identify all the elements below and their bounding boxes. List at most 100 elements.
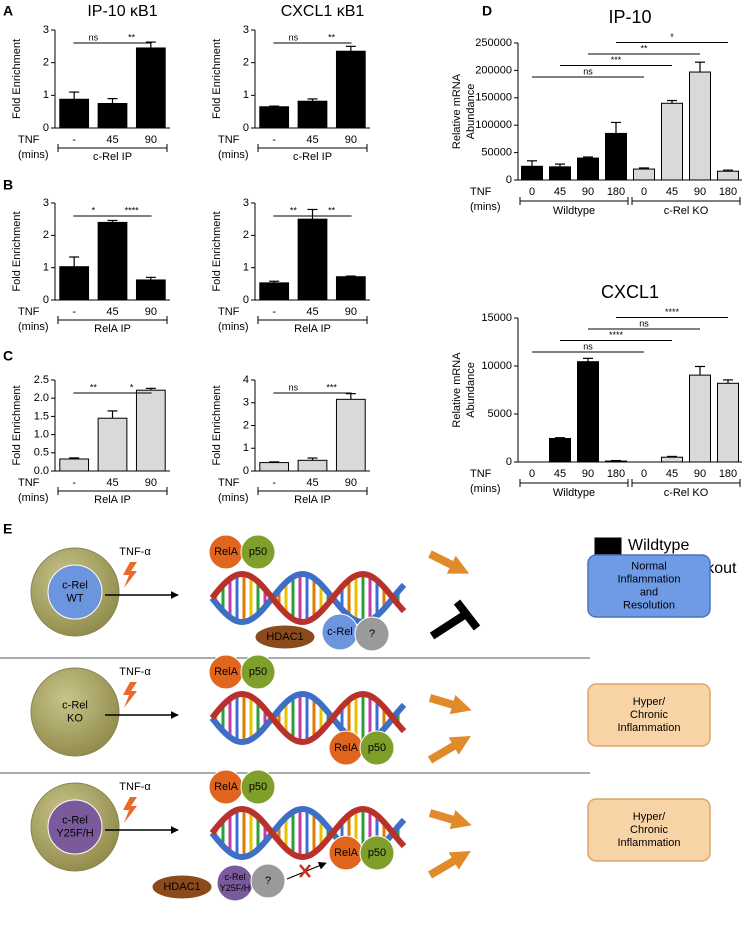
y-tick-label: 5000 — [488, 408, 512, 420]
significance-label: ns — [583, 341, 593, 351]
y-tick-label: 0 — [43, 294, 49, 306]
x-row-unit: (mins) — [218, 321, 249, 333]
outcome-label: and — [640, 586, 658, 598]
x-tick-label: 180 — [719, 186, 737, 198]
x-row-label: TNF — [470, 186, 492, 198]
y-tick-label: 2 — [243, 57, 249, 69]
stimulus: TNF-α — [119, 546, 151, 558]
y-tick-label: 2 — [43, 57, 49, 69]
node-label: Y25F/H — [56, 827, 93, 839]
outcome-label: Chronic — [630, 824, 668, 836]
bar — [690, 375, 711, 462]
panel-letter: C — [3, 348, 13, 364]
lightning — [123, 797, 137, 823]
significance-label: * — [92, 205, 96, 215]
significance-label: ns — [89, 32, 99, 42]
x-tick-label: 45 — [106, 306, 118, 318]
y-tick-label: 1 — [243, 442, 249, 454]
lightning — [123, 682, 137, 708]
x-tick-label: 90 — [145, 306, 157, 318]
node-label: WT — [66, 592, 83, 604]
activation-arrow — [430, 813, 464, 823]
outcome-label: Inflammation — [618, 837, 681, 849]
y-tick-label: 200000 — [475, 64, 512, 76]
x-tick-label: 90 — [582, 468, 594, 480]
x-tick-label: 90 — [694, 186, 706, 198]
bar — [718, 383, 739, 462]
node-label: c-Rel — [224, 872, 245, 882]
y-tick-label: 1 — [43, 89, 49, 101]
x-tick-label: 45 — [106, 134, 118, 146]
bar — [336, 399, 365, 471]
y-tick-label: 1.0 — [34, 429, 49, 441]
y-tick-label: 0 — [43, 122, 49, 134]
y-tick-label: 0.5 — [34, 447, 49, 459]
x-tick-label: - — [272, 306, 276, 318]
error-bar — [69, 257, 79, 267]
bar — [136, 48, 165, 128]
node-label: p50 — [368, 847, 386, 859]
node-label: Y25F/H — [220, 883, 251, 893]
bar — [98, 104, 127, 129]
y-tick-label: 15000 — [481, 312, 512, 324]
chart-title: CXCL1 κB1 — [281, 3, 365, 20]
x-tick-label: 90 — [145, 477, 157, 489]
node-label: HDAC1 — [266, 631, 303, 643]
bar — [336, 51, 365, 128]
x-tick-label: 180 — [607, 186, 625, 198]
bar — [578, 362, 599, 462]
node-label: ? — [369, 628, 375, 640]
error-bar — [346, 276, 356, 277]
y-tick-label: 3 — [243, 197, 249, 209]
bar — [260, 107, 289, 128]
chart-title: IP-10 — [608, 7, 651, 27]
significance-label: ** — [128, 32, 136, 42]
group-label: Wildtype — [553, 205, 595, 217]
y-tick-label: 250000 — [475, 37, 512, 49]
bar — [298, 101, 327, 128]
y-axis-label: Fold Enrichment — [11, 385, 23, 465]
significance-label: ns — [289, 32, 299, 42]
bar — [60, 459, 89, 471]
error-bar — [527, 161, 537, 166]
x-tick-label: - — [72, 477, 76, 489]
error-bar — [695, 366, 705, 375]
node-label: p50 — [249, 666, 267, 678]
x-tick-label: 45 — [666, 468, 678, 480]
node-label: RelA — [214, 781, 239, 793]
node-label: c-Rel — [62, 699, 88, 711]
y-tick-label: 1 — [43, 262, 49, 274]
x-tick-label: 45 — [306, 134, 318, 146]
node-label: KO — [67, 712, 83, 724]
y-axis-label: Relative mRNA — [451, 73, 463, 149]
y-tick-label: 0.0 — [34, 465, 49, 477]
node-label: RelA — [334, 742, 359, 754]
error-bar — [611, 122, 621, 133]
x-row-label: TNF — [18, 306, 40, 318]
activation-arrow — [430, 554, 462, 570]
y-tick-label: 3 — [243, 397, 249, 409]
x-tick-label: - — [272, 477, 276, 489]
group-label: RelA IP — [94, 494, 131, 506]
significance-label: **** — [665, 307, 680, 317]
significance-label: **** — [609, 330, 624, 340]
error-bar — [308, 209, 318, 219]
significance-label: * — [670, 32, 674, 42]
x-row-unit: (mins) — [218, 149, 249, 161]
x-row-unit: (mins) — [18, 321, 49, 333]
y-tick-label: 3 — [243, 24, 249, 36]
x-tick-label: 45 — [554, 468, 566, 480]
x-row-unit: (mins) — [470, 483, 501, 495]
y-axis-label: Fold Enrichment — [11, 211, 23, 291]
significance-label: ns — [639, 318, 649, 328]
x-tick-label: - — [272, 134, 276, 146]
chart-title: IP-10 κB1 — [87, 3, 157, 20]
outcome-label: Chronic — [630, 709, 668, 721]
x-row-label: TNF — [18, 134, 40, 146]
x-row-unit: (mins) — [470, 201, 501, 213]
significance-label: ns — [289, 382, 299, 392]
bar — [662, 457, 683, 462]
y-axis-label: Fold Enrichment — [211, 39, 223, 119]
group-label: c-Rel KO — [664, 205, 709, 217]
